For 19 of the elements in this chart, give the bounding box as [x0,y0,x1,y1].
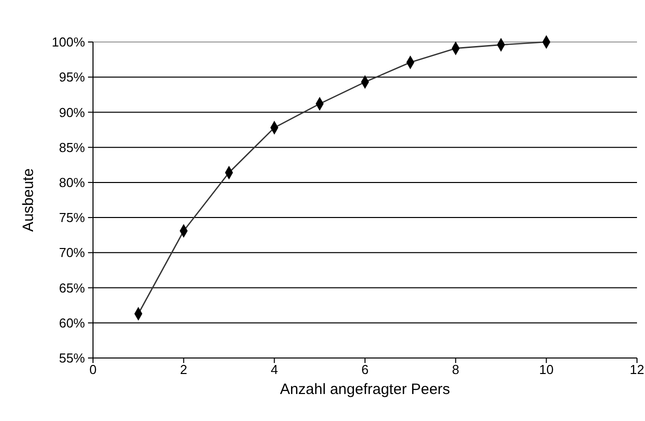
y-tick-label: 65% [58,280,86,296]
x-tick-label: 10 [539,362,554,377]
x-tick-label: 2 [180,362,188,377]
x-axis-title: Anzahl angefragter Peers [280,381,450,398]
y-tick-label: 100% [52,34,86,50]
x-tick-label: 6 [361,362,369,377]
y-tick-label: 85% [58,140,86,155]
x-tick-label: 8 [452,362,460,377]
y-tick-label: 70% [58,245,86,260]
x-tick-label: 12 [630,362,644,377]
y-tick-label: 75% [58,210,86,226]
y-axis-title: Ausbeute [20,168,37,232]
y-tick-label: 95% [58,70,86,85]
y-tick-label: 90% [58,104,86,120]
y-tick-label: 80% [58,174,86,190]
x-tick-label: 4 [270,362,278,377]
x-tick-label: 0 [89,362,97,377]
y-tick-label: 60% [58,315,86,330]
y-tick-label: 55% [58,350,86,366]
